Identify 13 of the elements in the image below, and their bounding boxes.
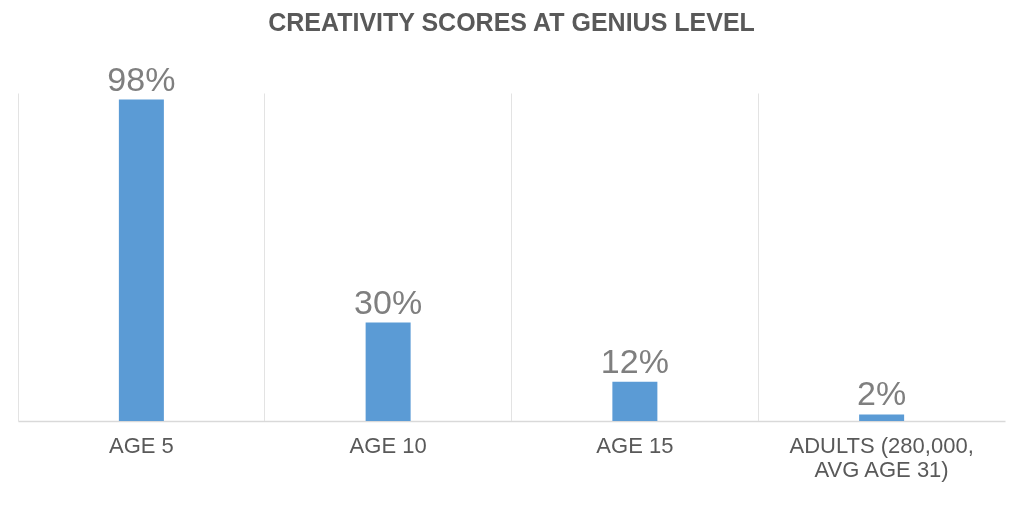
data-label: 98% <box>107 59 176 98</box>
x-tick-label: ADULTS (280,000, AVG AGE 31) <box>789 432 974 482</box>
bar <box>612 381 658 421</box>
x-tick-label: AGE 5 <box>108 432 174 458</box>
bar <box>859 414 905 421</box>
chart-title: CREATIVITY SCORES AT GENIUS LEVEL <box>268 7 755 36</box>
data-label: 2% <box>857 374 907 413</box>
data-label: 12% <box>600 341 669 380</box>
bar <box>365 322 411 421</box>
x-tick-label: AGE 10 <box>349 432 427 458</box>
x-tick-label: AGE 15 <box>596 432 674 458</box>
data-label: 30% <box>354 282 423 321</box>
bar <box>118 99 164 421</box>
